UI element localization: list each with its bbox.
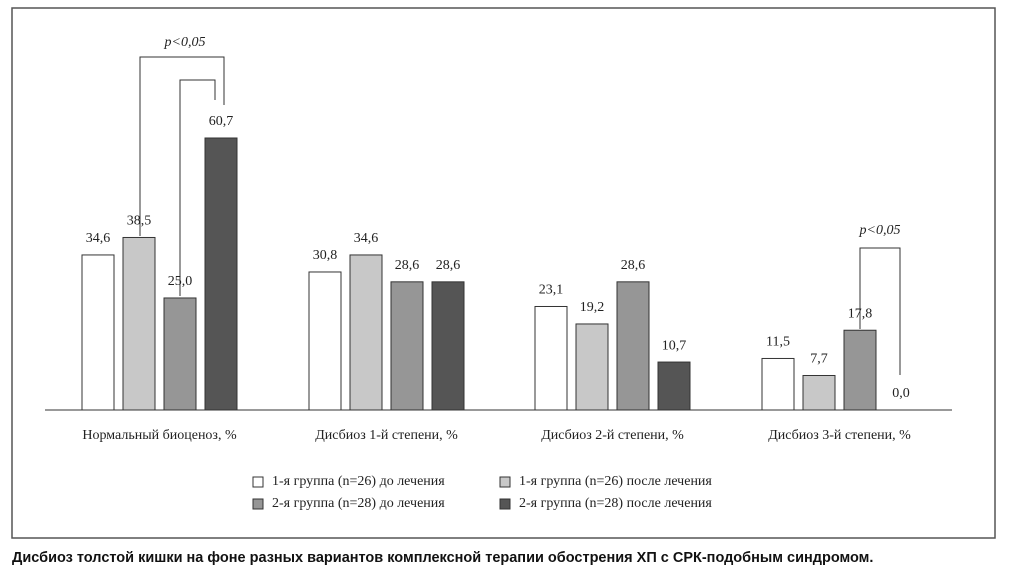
value-label: 23,1 xyxy=(539,283,564,298)
value-label: 28,6 xyxy=(621,258,646,273)
x-tick-label: Дисбиоз 3-й степени, % xyxy=(768,428,911,443)
value-label: 28,6 xyxy=(436,258,461,273)
value-label: 11,5 xyxy=(766,335,790,350)
value-label: 25,0 xyxy=(168,274,193,289)
value-label: 7,7 xyxy=(810,352,828,367)
bar xyxy=(308,271,342,411)
x-tick-label: Дисбиоз 2-й степени, % xyxy=(541,428,684,443)
bar xyxy=(802,374,836,411)
bracket xyxy=(139,56,225,236)
value-label: 17,8 xyxy=(848,306,873,321)
legend-label: 1-я группа (n=26) после лечения xyxy=(519,474,712,489)
bar xyxy=(163,297,197,411)
bar xyxy=(204,137,238,411)
value-label: 34,6 xyxy=(354,231,379,246)
bar xyxy=(81,254,115,411)
bar xyxy=(431,281,465,411)
value-label: 19,2 xyxy=(580,300,605,315)
legend-swatch xyxy=(499,498,511,510)
legend-label: 1-я группа (n=26) до лечения xyxy=(272,474,445,489)
legend-label: 2-я группа (n=28) после лечения xyxy=(519,496,712,511)
bar xyxy=(616,281,650,411)
annotation: p<0,05 xyxy=(859,223,901,238)
legend-label: 2-я группа (n=28) до лечения xyxy=(272,496,445,511)
bar xyxy=(575,323,609,411)
legend-swatch xyxy=(252,476,264,488)
bracket xyxy=(179,79,216,296)
bar xyxy=(534,305,568,411)
value-label: 38,5 xyxy=(127,214,152,229)
bar xyxy=(761,357,795,411)
bar xyxy=(390,281,424,411)
bar xyxy=(349,254,383,411)
x-tick-label: Дисбиоз 1-й степени, % xyxy=(315,428,458,443)
value-label: 0,0 xyxy=(892,386,910,401)
bracket xyxy=(859,247,901,375)
value-label: 30,8 xyxy=(313,248,338,263)
caption: Дисбиоз толстой кишки на фоне разных вар… xyxy=(12,550,873,566)
bar xyxy=(122,236,156,411)
value-label: 28,6 xyxy=(395,258,420,273)
annotation: p<0,05 xyxy=(164,35,206,50)
bar xyxy=(657,361,691,411)
chart-frame xyxy=(11,7,996,539)
x-tick-label: Нормальный биоценоз, % xyxy=(82,428,237,443)
legend-swatch xyxy=(499,476,511,488)
bar xyxy=(843,329,877,411)
legend-swatch xyxy=(252,498,264,510)
value-label: 10,7 xyxy=(662,338,687,353)
value-label: 34,6 xyxy=(86,231,111,246)
value-label: 60,7 xyxy=(209,114,234,129)
